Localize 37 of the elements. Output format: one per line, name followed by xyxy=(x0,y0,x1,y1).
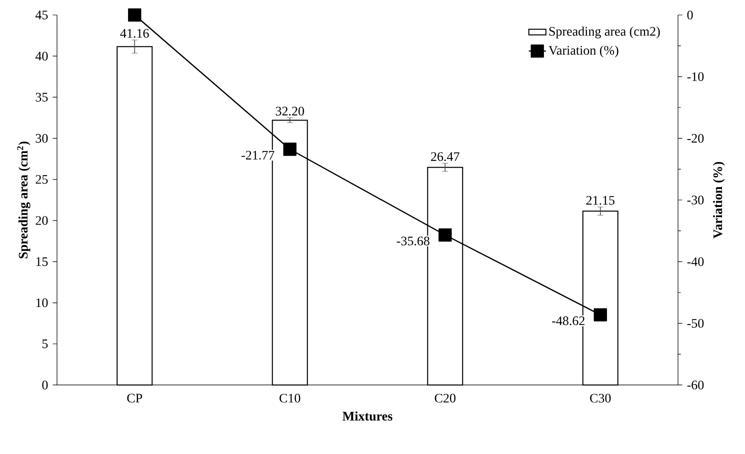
legend-label: Variation (%) xyxy=(548,46,618,58)
data-label: -21.77 xyxy=(242,150,274,160)
x-tick-label: C10 xyxy=(280,394,300,403)
legend-label: Spreading area (cm2) xyxy=(549,26,660,38)
y2-tick-label: 0 xyxy=(687,10,693,20)
point xyxy=(128,8,142,22)
y-tick-label: 5 xyxy=(42,340,48,348)
text: Spreading area (cm$^{2}$) xyxy=(17,142,30,258)
y2-axis-title: Variation (%) xyxy=(712,162,725,238)
y2-tick-label: -30 xyxy=(687,196,704,204)
point xyxy=(594,308,607,322)
point xyxy=(283,142,296,156)
y2-tick-label: -10 xyxy=(687,72,704,82)
data-label: 41.16 xyxy=(120,28,149,38)
y-tick-label: 40 xyxy=(35,52,48,60)
y-tick-label: 0 xyxy=(42,380,48,390)
x-tick-label: C20 xyxy=(434,394,456,403)
y-tick-label: 15 xyxy=(36,257,48,266)
y-tick-label: 20 xyxy=(36,216,48,225)
y-tick-label: 25 xyxy=(36,175,48,184)
y-tick-label: 30 xyxy=(36,134,48,143)
y2-tick-label: -20 xyxy=(687,134,704,143)
y2-tick-label: -60 xyxy=(687,380,704,390)
data-label: 32.20 xyxy=(276,106,304,116)
data-label: -35.68 xyxy=(396,236,430,246)
data-label: 26.47 xyxy=(431,152,460,162)
y-tick-label: 35 xyxy=(36,92,48,102)
y2-tick-label: -40 xyxy=(687,257,704,266)
x-axis-title: Mixtures xyxy=(342,411,392,421)
y-tick-label: 10 xyxy=(36,298,48,308)
y-tick-label: 45 xyxy=(35,10,48,20)
x-tick-label: C30 xyxy=(590,394,611,403)
data-label: -48.62 xyxy=(552,316,584,326)
y2-tick-label: -50 xyxy=(687,318,704,328)
data-label: 21.15 xyxy=(586,196,614,205)
x-tick-label: CP xyxy=(127,394,142,403)
point xyxy=(438,228,452,242)
